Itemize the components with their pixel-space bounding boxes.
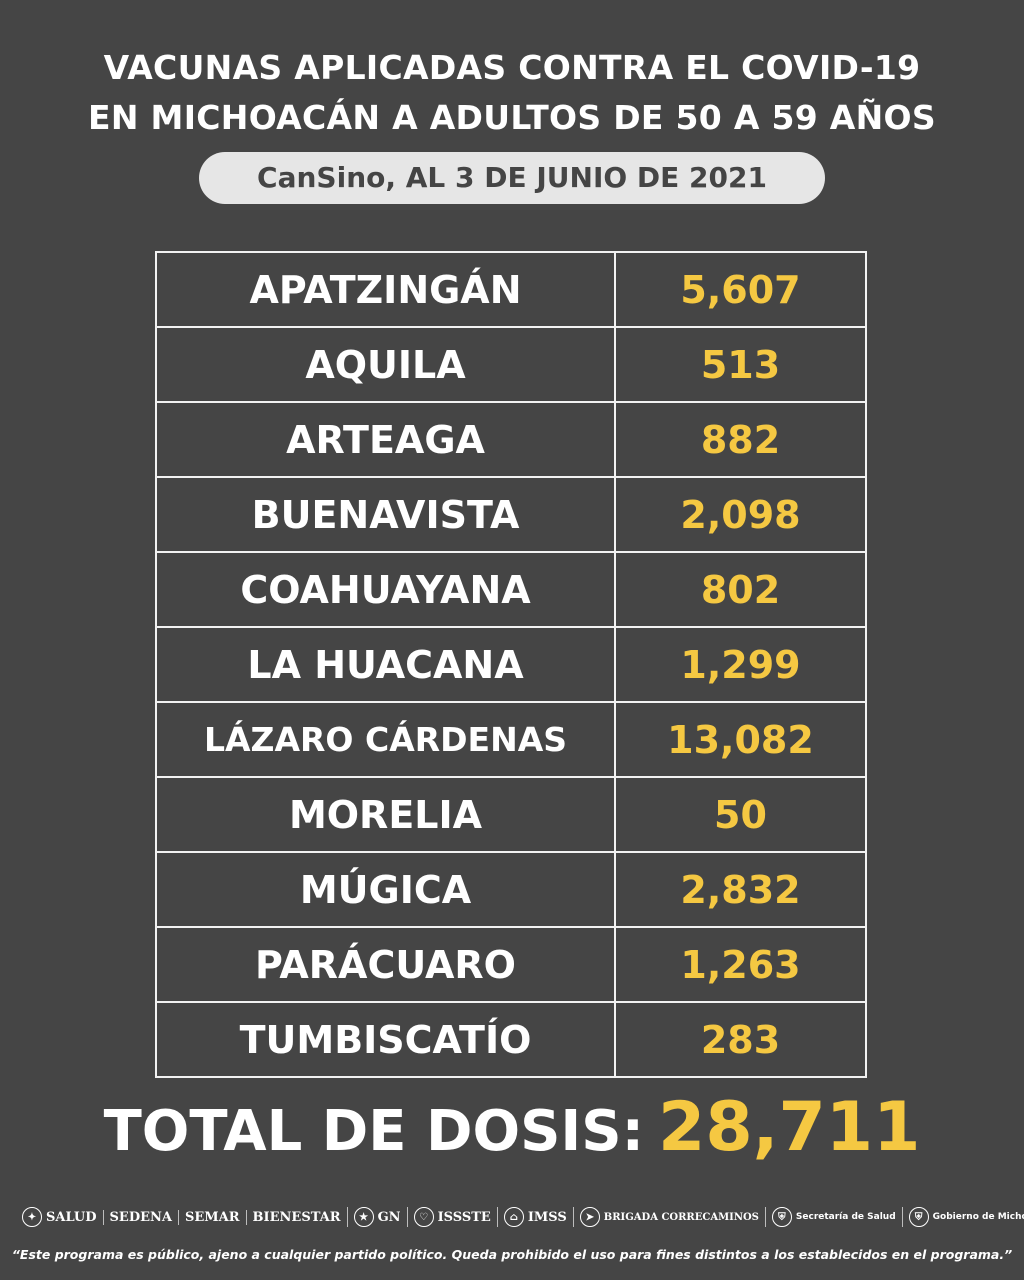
table-row: BUENAVISTA 2,098 (155, 476, 867, 553)
municipio-cell: AQUILA (155, 326, 616, 403)
dosis-cell: 1,299 (614, 626, 867, 703)
table-row: LA HUACANA 1,299 (155, 626, 867, 703)
logo-sedena: SEDENA (102, 1209, 178, 1225)
logo-gobierno-michoacan: ⛨Gobierno de Michoacán (901, 1207, 1024, 1227)
dosis-cell: 50 (614, 776, 867, 853)
table-row: LÁZARO CÁRDENAS 13,082 (155, 701, 867, 778)
total-doses: TOTAL DE DOSIS: 28,711 (0, 1088, 1024, 1167)
imss-icon: ⌂ (503, 1207, 524, 1227)
michoacan-shield-icon: ⛨ (908, 1207, 929, 1227)
table-row: ARTEAGA 882 (155, 401, 867, 478)
municipio-cell: TUMBISCATÍO (155, 1001, 616, 1078)
logo-bienestar: BIENESTAR (245, 1209, 347, 1225)
logo-gn: ★ GN (346, 1207, 407, 1227)
municipio-cell: COAHUAYANA (155, 551, 616, 628)
logo-issste: ♡ ISSSTE (406, 1207, 497, 1227)
total-label: TOTAL DE DOSIS: (103, 1099, 644, 1164)
dosis-cell: 283 (614, 1001, 867, 1078)
municipio-cell: LA HUACANA (155, 626, 616, 703)
logo-correcaminos: ➤ BRIGADA CORRECAMINOS (572, 1207, 765, 1227)
table-row: TUMBISCATÍO 283 (155, 1001, 867, 1078)
table-row: MÚGICA 2,832 (155, 851, 867, 928)
table-row: AQUILA 513 (155, 326, 867, 403)
municipio-cell: LÁZARO CÁRDENAS (155, 701, 616, 778)
date-pill: CanSino, AL 3 DE JUNIO DE 2021 (199, 152, 825, 204)
dosis-cell: 882 (614, 401, 867, 478)
municipio-cell: PARÁCUARO (155, 926, 616, 1003)
municipio-cell: ARTEAGA (155, 401, 616, 478)
institution-logos: ✦ SALUD SEDENA SEMAR BIENESTAR ★ GN ♡ ISSST… (16, 1196, 1024, 1238)
logo-semar: SEMAR (177, 1209, 246, 1225)
dosis-cell: 2,832 (614, 851, 867, 928)
michoacan-shield-icon: ⛨ (771, 1207, 792, 1227)
dosis-cell: 802 (614, 551, 867, 628)
correcaminos-icon: ➤ (579, 1207, 600, 1227)
vaccination-table: APATZINGÁN 5,607 AQUILA 513 ARTEAGA 882 … (155, 251, 867, 1078)
title-line-1: VACUNAS APLICADAS CONTRA EL COVID-19 (103, 48, 921, 87)
logo-salud: ✦ SALUD (16, 1207, 103, 1227)
table-row: APATZINGÁN 5,607 (155, 251, 867, 328)
dosis-cell: 1,263 (614, 926, 867, 1003)
municipio-cell: APATZINGÁN (155, 251, 616, 328)
table-row: MORELIA 50 (155, 776, 867, 853)
disclaimer: “Este programa es público, ajeno a cualq… (11, 1247, 1013, 1262)
title-line-2: EN MICHOACÁN A ADULTOS DE 50 A 59 AÑOS (88, 98, 936, 137)
issste-icon: ♡ (413, 1207, 434, 1227)
total-value: 28,711 (658, 1088, 921, 1167)
eagle-seal-icon: ✦ (22, 1207, 42, 1227)
logo-secretaria-salud: ⛨ Secretaría de Salud (764, 1207, 902, 1227)
guardia-nacional-icon: ★ (353, 1207, 374, 1227)
municipio-cell: BUENAVISTA (155, 476, 616, 553)
table-row: PARÁCUARO 1,263 (155, 926, 867, 1003)
municipio-cell: MÚGICA (155, 851, 616, 928)
table-row: COAHUAYANA 802 (155, 551, 867, 628)
municipio-cell: MORELIA (155, 776, 616, 853)
dosis-cell: 513 (614, 326, 867, 403)
dosis-cell: 13,082 (614, 701, 867, 778)
dosis-cell: 5,607 (614, 251, 867, 328)
logo-imss: ⌂ IMSS (496, 1207, 573, 1227)
dosis-cell: 2,098 (614, 476, 867, 553)
